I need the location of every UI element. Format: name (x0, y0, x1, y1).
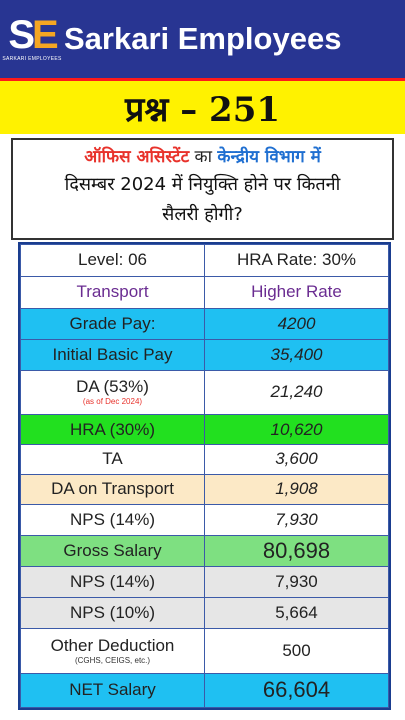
row-label: TA (20, 444, 205, 475)
question-line-2: दिसम्बर 2024 में नियुक्ति होने पर कितनी (64, 174, 341, 195)
row-label: DA (53%) (76, 377, 149, 397)
question-post: ऑफिस असिस्टेंट (84, 147, 190, 167)
brand-logo: SE SARKARI EMPLOYEES (2, 8, 61, 70)
logo-letter-s: S (8, 13, 35, 57)
table-row: TA 3,600 (20, 444, 389, 475)
question-box: ऑफिस असिस्टेंट का केन्द्रीय विभाग में दि… (11, 138, 394, 240)
higher-rate-header: Higher Rate (204, 275, 389, 309)
table-row: Grade Pay: 4200 (20, 307, 389, 340)
row-label: NPS (14%) (20, 566, 205, 599)
row-value: 5,664 (204, 597, 389, 630)
row-label: NET Salary (20, 672, 205, 709)
row-value: 21,240 (204, 369, 389, 416)
row-label-cell: DA (53%) (as of Dec 2024) (20, 369, 205, 416)
row-label: Initial Basic Pay (20, 338, 205, 371)
row-note: (CGHS, CEIGS, etc.) (74, 656, 151, 665)
row-note: (as of Dec 2024) (82, 397, 143, 407)
row-label: Gross Salary (20, 534, 205, 568)
brand-title: Sarkari Employees (64, 21, 342, 56)
table-header-row: Transport Higher Rate (20, 275, 389, 309)
table-row: Initial Basic Pay 35,400 (20, 338, 389, 371)
row-value: 7,930 (204, 503, 389, 536)
row-value: 10,620 (204, 414, 389, 446)
row-value: 3,600 (204, 444, 389, 475)
table-row: Other Deduction (CGHS, CEIGS, etc.) 500 (20, 628, 389, 674)
question-banner: प्रश्न – 251 (0, 78, 405, 134)
table-row-net: NET Salary 66,604 (20, 672, 389, 709)
table-row: NPS (10%) 5,664 (20, 597, 389, 630)
question-number: प्रश्न – 251 (124, 89, 281, 130)
transport-header: Transport (20, 275, 205, 309)
table-row: DA (53%) (as of Dec 2024) 21,240 (20, 369, 389, 416)
row-label: DA on Transport (20, 473, 205, 505)
row-value: 66,604 (204, 672, 389, 709)
logo-letter-e: E (32, 13, 59, 57)
row-label: Other Deduction (50, 636, 175, 655)
question-line-1: ऑफिस असिस्टेंट का केन्द्रीय विभाग में (13, 144, 392, 170)
row-value: 7,930 (204, 566, 389, 599)
question-line-3: सैलरी होगी? (162, 204, 243, 225)
row-value: 35,400 (204, 338, 389, 371)
row-value: 500 (204, 628, 389, 674)
row-label: HRA (30%) (20, 414, 205, 446)
salary-table: Level: 06 HRA Rate: 30% Transport Higher… (18, 242, 391, 710)
table-row: NPS (14%) 7,930 (20, 566, 389, 599)
row-label: Grade Pay: (20, 307, 205, 340)
row-label: NPS (10%) (20, 597, 205, 630)
hra-rate-cell: HRA Rate: 30% (204, 244, 389, 277)
table-row-gross: Gross Salary 80,698 (20, 534, 389, 568)
row-label: NPS (14%) (20, 503, 205, 536)
logo-subtext: SARKARI EMPLOYEES (2, 56, 62, 62)
table-row: HRA (30%) 10,620 (20, 414, 389, 446)
row-label-cell: Other Deduction (CGHS, CEIGS, etc.) (20, 628, 205, 674)
table-row-level: Level: 06 HRA Rate: 30% (20, 244, 389, 277)
level-cell: Level: 06 (20, 244, 205, 277)
row-value: 1,908 (204, 473, 389, 505)
row-value: 80,698 (204, 534, 389, 568)
app-header: SE SARKARI EMPLOYEES Sarkari Employees (0, 0, 405, 78)
table-row: DA on Transport 1,908 (20, 473, 389, 505)
table-row: NPS (14%) 7,930 (20, 503, 389, 536)
question-department: केन्द्रीय विभाग में (217, 147, 321, 167)
question-connector: का (189, 147, 218, 167)
row-value: 4200 (204, 307, 389, 340)
